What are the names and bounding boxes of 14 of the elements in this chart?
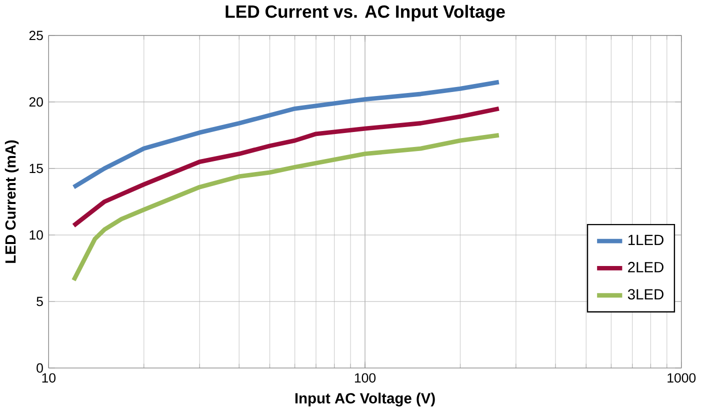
y-tick-label: 5	[36, 296, 43, 306]
y-tick-label: 25	[29, 30, 43, 40]
x-tick-label: 100	[354, 373, 376, 382]
y-tick-label: 0	[36, 363, 43, 373]
legend-label: 3LED	[628, 288, 664, 300]
y-tick-label: 10	[30, 230, 43, 240]
x-axis-title: Input AC Voltage (V)	[295, 392, 435, 406]
x-tick-label: 1000	[668, 373, 696, 382]
y-axis-title: LED Current (mA)	[4, 140, 19, 263]
legend-label: 2LED	[628, 262, 664, 272]
y-tick-label: 20	[29, 97, 43, 106]
legend-label: 1LED	[628, 234, 664, 245]
chart-title: LED Current vs. AC Input Voltage	[226, 4, 505, 22]
y-tick-label: 15	[30, 164, 43, 173]
